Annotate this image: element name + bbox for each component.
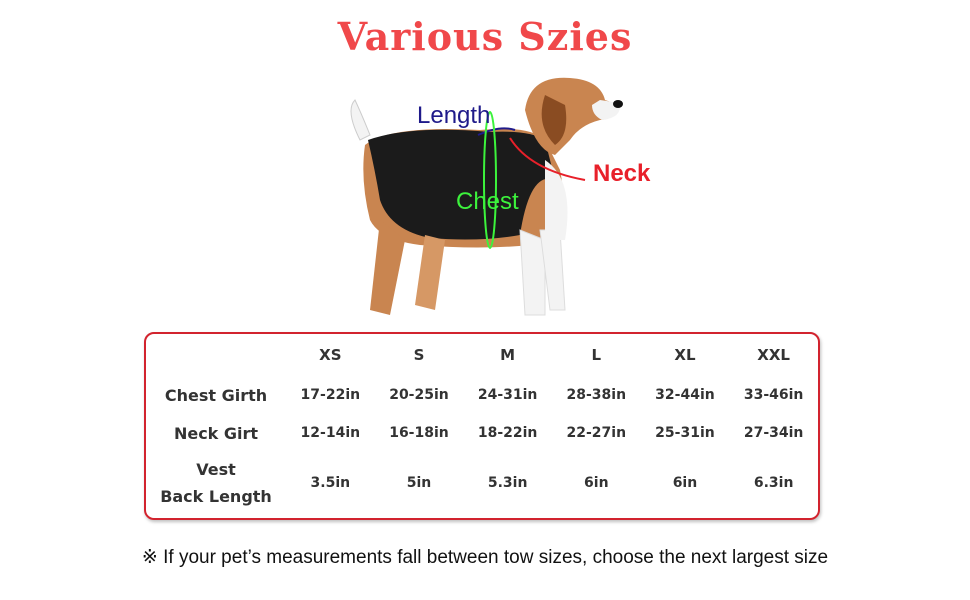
header-row: XS S M L XL XXL — [146, 334, 818, 376]
cell: 25-31in — [655, 425, 715, 441]
cell: 17-22in — [300, 387, 361, 403]
size-table: XS S M L XL XXL Chest Girth 17-22in 20-2… — [146, 334, 818, 514]
table-row: Neck Girt 12-14in 16-18in 18-22in 22-27i… — [146, 414, 818, 452]
col-header: XL — [674, 346, 696, 364]
chest-label: Chest — [456, 188, 519, 215]
table-row: Chest Girth 17-22in 20-25in 24-31in 28-3… — [146, 376, 818, 414]
dog-illustration — [350, 77, 623, 316]
page-title: Various Szies — [337, 14, 633, 59]
row-header-line1: Vest — [196, 460, 236, 479]
cell: 33-46in — [743, 387, 804, 403]
cell: 32-44in — [655, 387, 715, 403]
cell: 6in — [584, 475, 609, 491]
row-header: Chest Girth — [164, 385, 268, 405]
cell: 16-18in — [389, 425, 449, 441]
size-chart: XS S M L XL XXL Chest Girth 17-22in 20-2… — [144, 332, 820, 520]
sizing-note: ※ If your pet’s measurements fall betwee… — [141, 547, 829, 568]
cell: 3.5in — [310, 475, 351, 491]
cell: 24-31in — [477, 387, 538, 403]
length-label: Length — [417, 102, 491, 129]
col-header: M — [500, 346, 516, 364]
cell: 18-22in — [477, 425, 538, 441]
cell: 12-14in — [300, 425, 361, 441]
cell: 6in — [672, 475, 698, 491]
cell: 5in — [406, 475, 432, 491]
neck-label: Neck — [593, 160, 651, 187]
cell: 20-25in — [389, 387, 449, 403]
col-header: XS — [319, 346, 342, 364]
cell: 6.3in — [753, 475, 794, 491]
row-header: Vest Back Length — [146, 452, 286, 514]
table-row: Vest Back Length 3.5in 5in 5.3in 6in 6in… — [146, 452, 818, 514]
col-header: L — [591, 346, 602, 364]
col-header: S — [413, 346, 425, 364]
cell: 5.3in — [487, 475, 528, 491]
cell: 28-38in — [566, 387, 627, 403]
row-header: Neck Girt — [173, 423, 259, 443]
cell: 22-27in — [566, 425, 627, 441]
row-header-line2: Back Length — [160, 487, 272, 506]
cell: 27-34in — [743, 425, 804, 441]
col-header: XXL — [757, 346, 790, 364]
